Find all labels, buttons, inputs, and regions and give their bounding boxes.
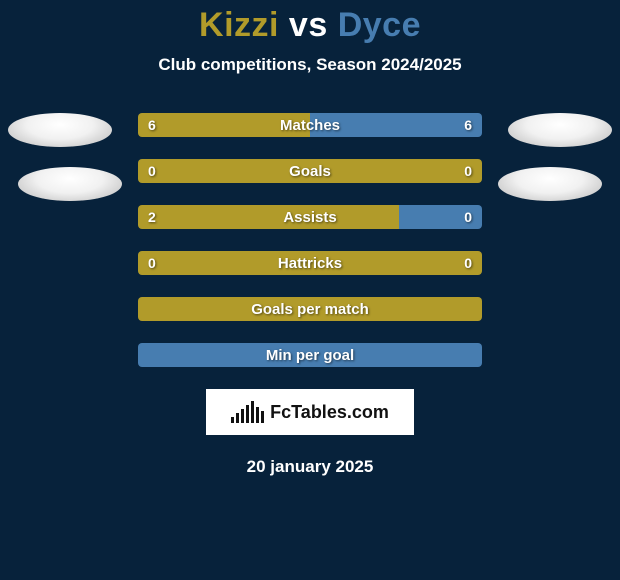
stat-label: Matches [138,113,482,137]
stat-row: Assists2 0 [138,205,482,229]
stat-row: Min per goal [138,343,482,367]
stat-label: Goals [138,159,482,183]
comparison-panel: Matches66Goals00Assists20Hattricks00Goal… [0,113,620,367]
subtitle: Club competitions, Season 2024/2025 [0,55,620,75]
stat-label: Min per goal [138,343,482,367]
stat-value-left: 2 [148,205,156,229]
avatar [18,167,122,201]
stat-value-left: 0 [148,159,156,183]
logo-text: FcTables.com [270,402,389,423]
stat-value-right: 0 [464,205,472,229]
stat-row: Goals0 0 [138,159,482,183]
stat-label: Assists [138,205,482,229]
stat-label: Hattricks [138,251,482,275]
stat-label: Goals per match [138,297,482,321]
title-player1: Kizzi [199,6,279,44]
stat-row: Matches6 6 [138,113,482,137]
page-title: Kizzi vs Dyce [0,0,620,45]
avatar [8,113,112,147]
title-player2: Dyce [338,6,421,44]
stat-rows: Matches66Goals00Assists20Hattricks00Goal… [138,113,482,367]
logo-badge: FcTables.com [206,389,414,435]
stat-value-right: 0 [464,251,472,275]
stat-row: Hattricks0 0 [138,251,482,275]
title-vs: vs [289,6,328,44]
date-label: 20 january 2025 [0,457,620,477]
avatar [508,113,612,147]
avatar [498,167,602,201]
stat-value-left: 0 [148,251,156,275]
stat-value-right: 0 [464,159,472,183]
stat-row: Goals per match [138,297,482,321]
stat-value-left: 6 [148,113,156,137]
stat-value-right: 6 [464,113,472,137]
logo-bars-icon [231,401,264,423]
